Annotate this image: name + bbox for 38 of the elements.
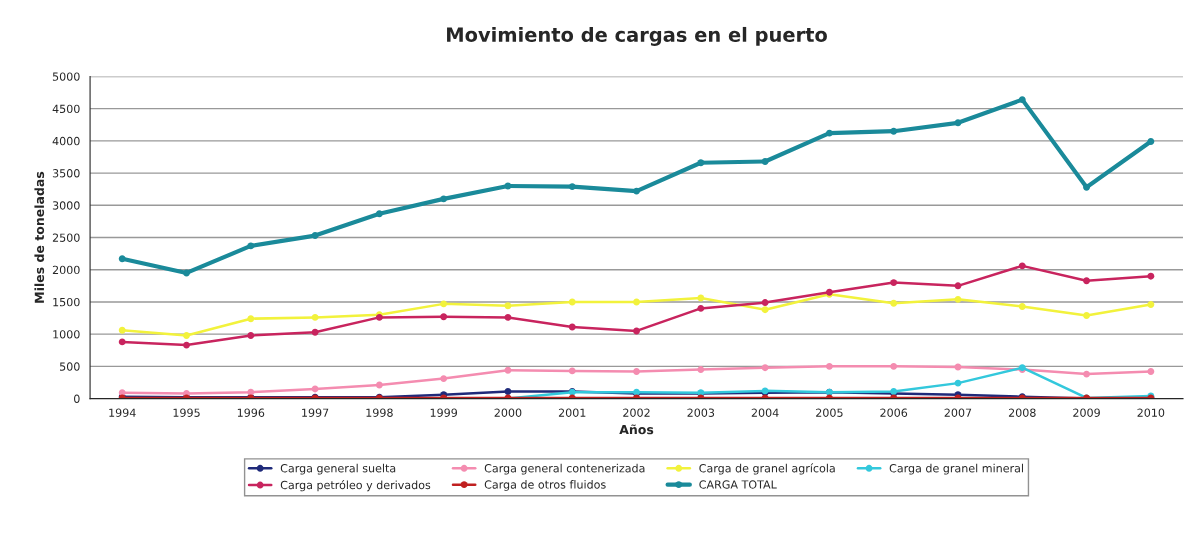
x-tick-label: 1996 bbox=[237, 408, 265, 417]
x-tick-label: 2010 bbox=[1137, 408, 1165, 417]
y-tick-label: 4500 bbox=[52, 104, 80, 114]
x-tick-label: 1995 bbox=[173, 408, 200, 417]
y-tick-label: 500 bbox=[60, 362, 80, 371]
x-tick-label: 1998 bbox=[366, 408, 393, 417]
x-tick-label: 2005 bbox=[816, 408, 843, 417]
y-axis-title: Miles de toneladas bbox=[34, 171, 45, 303]
x-tick-label: 1999 bbox=[430, 408, 458, 417]
y-tick-label: 2000 bbox=[52, 265, 80, 275]
y-tick-label: 3000 bbox=[52, 201, 80, 210]
x-tick-label: 2002 bbox=[623, 408, 650, 417]
chart-title: Movimiento de cargas en el puerto bbox=[447, 26, 827, 46]
legend-label: Carga petróleo y derivados bbox=[280, 480, 431, 492]
legend-label: Carga general suelta bbox=[280, 463, 396, 475]
x-tick-label: 2001 bbox=[558, 408, 586, 417]
legend-label: Carga general contenerizada bbox=[484, 463, 645, 475]
x-tick-label: 2000 bbox=[494, 408, 522, 417]
x-tick-label: 2007 bbox=[944, 408, 972, 417]
x-tick-label: 2003 bbox=[687, 408, 715, 417]
x-tick-label: 1994 bbox=[109, 408, 136, 417]
y-tick-label: 0 bbox=[74, 394, 80, 403]
legend-label: Carga de granel agrícola bbox=[699, 463, 835, 475]
y-tick-label: 1000 bbox=[53, 330, 80, 339]
x-tick-label: 2006 bbox=[880, 408, 908, 417]
x-tick-label: 2004 bbox=[751, 408, 779, 417]
x-tick-label: 1997 bbox=[302, 408, 329, 417]
y-tick-label: 4000 bbox=[52, 136, 80, 146]
y-tick-label: 1500 bbox=[53, 297, 80, 307]
x-tick-label: 2008 bbox=[1008, 408, 1036, 417]
x-axis-title: Años bbox=[619, 424, 654, 435]
y-tick-label: 5000 bbox=[52, 72, 80, 81]
y-tick-label: 2500 bbox=[52, 233, 80, 242]
legend-label: CARGA TOTAL bbox=[699, 480, 777, 489]
legend-label: Carga de granel mineral bbox=[889, 463, 1023, 475]
y-tick-label: 3500 bbox=[52, 169, 80, 178]
x-tick-label: 2009 bbox=[1073, 408, 1100, 417]
legend-label: Carga de otros fluidos bbox=[484, 480, 606, 491]
